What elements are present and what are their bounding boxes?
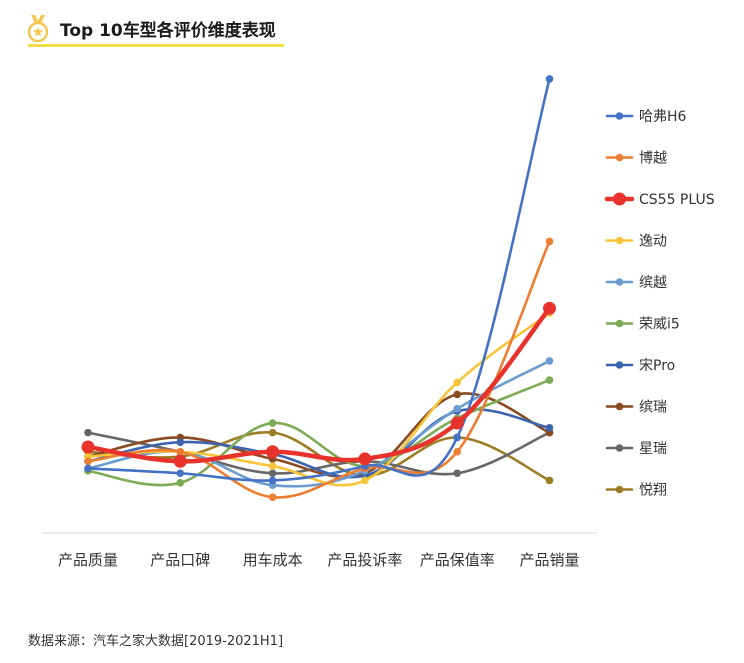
data-point — [453, 404, 462, 413]
data-point — [81, 440, 95, 454]
legend-item: CS55 PLUS — [604, 192, 715, 208]
series-1 — [84, 75, 554, 485]
series-line — [86, 77, 551, 482]
legend-item: 缤瑞 — [605, 400, 667, 416]
data-point — [545, 424, 554, 432]
x-tick-label: 产品保值率 — [420, 551, 495, 569]
data-point — [453, 390, 462, 399]
legend-label: 哈弗H6 — [639, 109, 687, 125]
medal-icon — [27, 15, 49, 43]
legend-item: 宋Pro — [605, 358, 675, 374]
data-point — [545, 75, 554, 83]
legend-swatch-marker — [615, 319, 624, 328]
x-tick-label: 产品投诉率 — [327, 551, 402, 569]
title-underline — [28, 44, 284, 47]
legend-label: 博越 — [639, 150, 667, 167]
data-point — [173, 454, 187, 468]
page-title: Top 10车型各评价维度表现 — [60, 21, 276, 41]
legend-item: 哈弗H6 — [605, 109, 687, 125]
legend-label: 星瑞 — [639, 441, 667, 457]
legend-swatch-marker — [615, 278, 624, 286]
data-point — [543, 301, 556, 315]
legend-swatch-marker — [615, 444, 624, 452]
data-point — [268, 476, 277, 485]
data-source-note: 数据来源：汽车之家大数据[2019-2021H1] — [28, 634, 284, 649]
legend-swatch-marker — [615, 361, 624, 369]
legend-item: 博越 — [605, 150, 667, 167]
data-point — [453, 433, 462, 442]
data-point — [545, 476, 554, 485]
x-tick-label: 产品销量 — [519, 551, 579, 569]
legend-swatch-marker — [613, 192, 626, 206]
data-point — [453, 469, 462, 478]
legend-swatch-marker — [615, 153, 624, 162]
data-point — [545, 376, 554, 384]
data-point — [545, 357, 554, 365]
legend-label: 缤越 — [639, 275, 667, 291]
series-line — [86, 407, 551, 479]
series-line — [86, 392, 551, 479]
legend-swatch-marker — [615, 236, 624, 245]
data-point — [84, 428, 92, 437]
legend-label: 宋Pro — [639, 358, 675, 374]
legend-label: 逸动 — [639, 234, 667, 250]
legend-swatch-marker — [615, 112, 624, 120]
legend-item: 缤越 — [605, 275, 667, 291]
x-tick-label: 产品质量 — [58, 551, 118, 569]
legend-label: 悦翔 — [639, 483, 667, 499]
legend-item: 悦翔 — [605, 483, 667, 499]
data-point — [176, 438, 185, 446]
legend-label: 缤瑞 — [639, 400, 667, 416]
data-point — [268, 419, 277, 427]
legend-label: 荣威i5 — [639, 317, 680, 333]
data-point — [176, 469, 185, 478]
data-point — [545, 237, 554, 246]
data-point — [361, 476, 369, 485]
data-point — [268, 493, 277, 501]
data-point — [268, 469, 277, 478]
data-point — [268, 462, 277, 470]
legend-swatch-marker — [615, 402, 624, 411]
legend-label: CS55 PLUS — [639, 192, 715, 208]
legend-item: 逸动 — [605, 234, 667, 250]
data-point — [453, 378, 462, 387]
x-tick-label: 产品口碑 — [150, 551, 210, 569]
legend-item: 星瑞 — [605, 441, 667, 457]
data-point — [450, 416, 464, 430]
legend-swatch-marker — [615, 485, 624, 494]
data-point — [176, 479, 185, 487]
series-3 — [81, 301, 556, 468]
data-point — [176, 447, 185, 456]
x-tick-label: 用车成本 — [243, 551, 303, 569]
data-point — [84, 457, 92, 466]
x-axis-labels: 产品质量 产品口碑 用车成本 产品投诉率 产品保值率 产品销量 — [58, 551, 580, 569]
series-2 — [84, 237, 554, 501]
data-point — [358, 452, 372, 466]
data-point — [268, 428, 277, 437]
line-chart: 产品质量 产品口碑 用车成本 产品投诉率 产品保值率 产品销量 哈弗H6 博越 CS55 PLU… — [42, 75, 715, 569]
legend-item: 荣威i5 — [605, 317, 680, 333]
series-8 — [84, 390, 554, 479]
data-point — [84, 464, 92, 473]
data-point — [266, 445, 280, 459]
data-point — [453, 447, 462, 456]
